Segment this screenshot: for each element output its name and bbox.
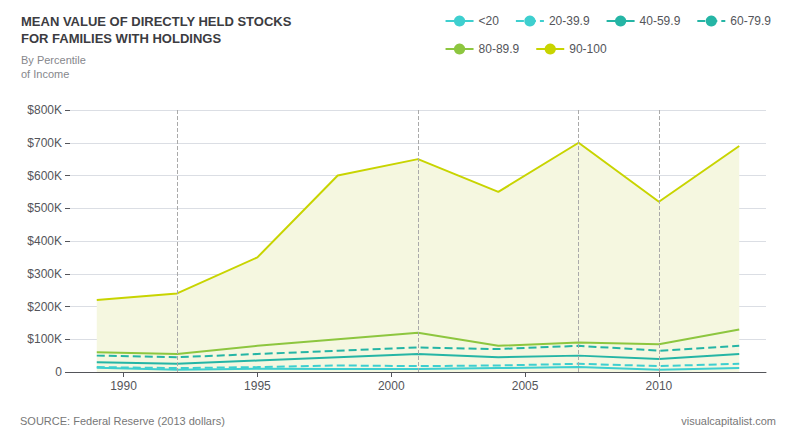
svg-text:$100K: $100K bbox=[27, 332, 62, 346]
svg-text:$600K: $600K bbox=[27, 169, 62, 183]
svg-text:$800K: $800K bbox=[27, 103, 62, 117]
svg-text:<20: <20 bbox=[479, 14, 500, 28]
svg-text:By Percentile: By Percentile bbox=[21, 54, 86, 66]
svg-text:visualcapitalist.com: visualcapitalist.com bbox=[681, 415, 776, 427]
svg-text:FOR FAMILIES WITH HOLDINGS: FOR FAMILIES WITH HOLDINGS bbox=[21, 31, 221, 46]
svg-text:60-79.9: 60-79.9 bbox=[730, 14, 771, 28]
svg-text:2010: 2010 bbox=[646, 379, 673, 393]
svg-text:2005: 2005 bbox=[512, 379, 539, 393]
svg-text:90-100: 90-100 bbox=[569, 42, 607, 56]
svg-text:0: 0 bbox=[55, 365, 62, 379]
svg-text:2000: 2000 bbox=[378, 379, 405, 393]
svg-text:$500K: $500K bbox=[27, 201, 62, 215]
svg-text:$400K: $400K bbox=[27, 234, 62, 248]
svg-text:of Income: of Income bbox=[21, 68, 69, 80]
svg-text:80-89.9: 80-89.9 bbox=[479, 42, 520, 56]
svg-text:20-39.9: 20-39.9 bbox=[549, 14, 590, 28]
svg-text:$200K: $200K bbox=[27, 300, 62, 314]
svg-text:$300K: $300K bbox=[27, 267, 62, 281]
svg-text:$700K: $700K bbox=[27, 136, 62, 150]
svg-text:MEAN VALUE OF DIRECTLY HELD ST: MEAN VALUE OF DIRECTLY HELD STOCKS bbox=[21, 14, 292, 29]
svg-text:1990: 1990 bbox=[110, 379, 137, 393]
svg-text:40-59.9: 40-59.9 bbox=[640, 14, 681, 28]
svg-text:1995: 1995 bbox=[244, 379, 271, 393]
svg-text:SOURCE: Federal Reserve (2013: SOURCE: Federal Reserve (2013 dollars) bbox=[20, 415, 225, 427]
